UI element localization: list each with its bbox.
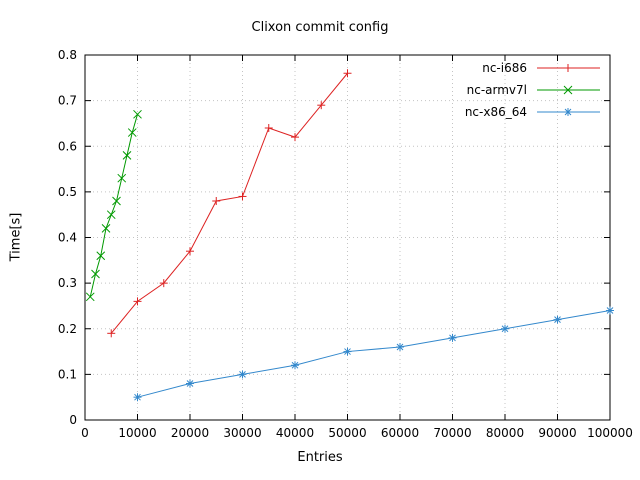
- x-tick-label: 20000: [171, 426, 209, 440]
- x-tick-label: 90000: [538, 426, 576, 440]
- marker: [563, 85, 573, 95]
- marker: [606, 307, 614, 314]
- marker: [501, 325, 509, 333]
- marker: [134, 393, 141, 401]
- y-tick-label: 0.6: [58, 139, 77, 153]
- series-nc-x86_64: nc-x86_64: [133, 105, 614, 402]
- x-tick-label: 30000: [223, 426, 261, 440]
- axis-ticks: [84, 54, 611, 421]
- series-nc-i686: nc-i686: [107, 61, 600, 338]
- series-line: [110, 72, 348, 334]
- grid: [84, 54, 611, 421]
- x-tick-label: 100000: [587, 426, 633, 440]
- legend-label: nc-armv7l: [467, 83, 527, 97]
- y-tick-label: 0.7: [58, 94, 77, 108]
- marker: [133, 109, 142, 119]
- x-tick-label: 0: [81, 426, 89, 440]
- x-tick-label: 80000: [486, 426, 524, 440]
- marker: [85, 292, 95, 302]
- x-tick-label: 10000: [118, 426, 156, 440]
- x-axis-label: Entries: [297, 450, 343, 465]
- marker: [554, 316, 561, 323]
- marker: [449, 334, 456, 342]
- y-tick-label: 0.4: [58, 231, 77, 245]
- marker: [239, 371, 246, 378]
- plot-border: [84, 54, 611, 421]
- y-tick-label: 0.5: [58, 185, 77, 199]
- y-tick-label: 0.8: [58, 48, 77, 62]
- series-line: [89, 114, 138, 297]
- marker: [291, 361, 299, 369]
- marker: [101, 224, 111, 233]
- marker: [396, 343, 404, 351]
- y-tick-label: 0.3: [58, 276, 77, 290]
- x-tick-label: 50000: [328, 426, 366, 440]
- marker: [564, 108, 572, 116]
- chart-title: Clixon commit config: [251, 20, 389, 35]
- marker: [112, 196, 121, 206]
- x-tick-label: 40000: [276, 426, 314, 440]
- legend-label: nc-i686: [482, 61, 527, 75]
- x-tick-label: 70000: [433, 426, 471, 440]
- series-line: [137, 310, 611, 398]
- tick-labels: 0 10000 20000 30000 40000 50000 60000 70000 8000…: [58, 48, 633, 440]
- marker: [127, 128, 137, 137]
- y-tick-label: 0.1: [58, 367, 77, 381]
- marker: [122, 151, 132, 160]
- x-tick-label: 60000: [381, 426, 419, 440]
- y-tick-label: 0.2: [58, 322, 77, 336]
- marker: [106, 210, 116, 220]
- y-tick-label: 0: [69, 413, 77, 427]
- marker: [344, 348, 351, 355]
- marker: [91, 269, 100, 279]
- marker: [96, 251, 106, 261]
- marker: [117, 173, 127, 183]
- series-nc-armv7l: nc-armv7l: [85, 83, 600, 302]
- legend-label: nc-x86_64: [465, 105, 527, 119]
- marker: [186, 380, 194, 387]
